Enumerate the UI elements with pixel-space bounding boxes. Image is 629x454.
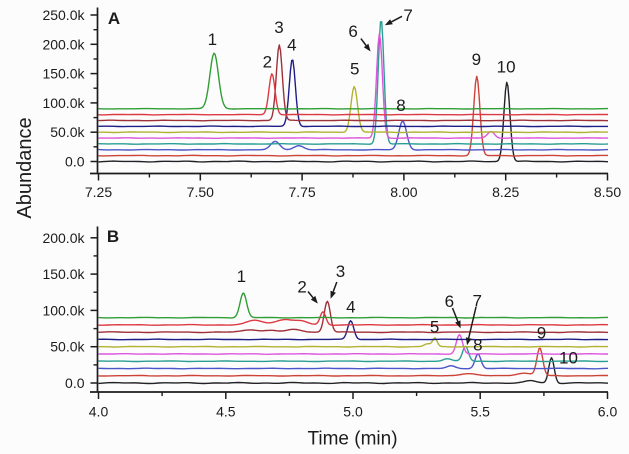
svg-text:0.0: 0.0: [65, 375, 85, 391]
svg-text:7.50: 7.50: [187, 184, 214, 200]
svg-text:4.0: 4.0: [89, 404, 109, 420]
svg-text:6.0: 6.0: [598, 404, 618, 420]
svg-text:9: 9: [537, 323, 546, 342]
svg-text:100.0k: 100.0k: [42, 95, 85, 111]
svg-text:7.25: 7.25: [85, 184, 112, 200]
svg-text:8.25: 8.25: [492, 184, 519, 200]
svg-text:8: 8: [396, 96, 405, 115]
svg-text:10: 10: [559, 348, 578, 367]
svg-text:A: A: [108, 9, 120, 28]
svg-text:7: 7: [472, 291, 481, 310]
svg-text:4: 4: [287, 36, 296, 55]
svg-text:2: 2: [297, 277, 306, 296]
svg-text:10: 10: [497, 58, 516, 77]
svg-text:8.50: 8.50: [594, 184, 621, 200]
svg-text:9: 9: [472, 50, 481, 69]
svg-text:7: 7: [403, 6, 412, 25]
svg-text:7.75: 7.75: [288, 184, 315, 200]
svg-text:Abundance: Abundance: [14, 117, 36, 218]
svg-text:4: 4: [346, 298, 355, 317]
svg-text:5.0: 5.0: [343, 404, 363, 420]
svg-text:6: 6: [348, 22, 357, 41]
svg-text:5: 5: [350, 60, 359, 79]
svg-text:8.00: 8.00: [390, 184, 417, 200]
svg-text:8: 8: [473, 336, 482, 355]
svg-text:50.0k: 50.0k: [50, 339, 85, 355]
svg-text:50.0k: 50.0k: [50, 124, 85, 140]
svg-text:200.0k: 200.0k: [42, 230, 85, 246]
svg-text:5.5: 5.5: [470, 404, 490, 420]
svg-text:3: 3: [336, 262, 345, 281]
svg-text:5: 5: [430, 318, 439, 337]
svg-text:Time (min): Time (min): [307, 429, 397, 450]
svg-text:2: 2: [263, 52, 272, 71]
svg-text:B: B: [107, 227, 119, 246]
svg-text:4.5: 4.5: [216, 404, 236, 420]
svg-text:3: 3: [274, 18, 283, 37]
svg-text:100.0k: 100.0k: [42, 302, 85, 318]
svg-text:1: 1: [208, 30, 217, 49]
svg-text:200.0k: 200.0k: [42, 36, 85, 52]
svg-text:250.0k: 250.0k: [42, 7, 85, 23]
svg-text:1: 1: [237, 267, 246, 286]
svg-text:0.0: 0.0: [65, 154, 85, 170]
svg-text:150.0k: 150.0k: [42, 266, 85, 282]
svg-text:150.0k: 150.0k: [42, 66, 85, 82]
svg-text:6: 6: [445, 292, 454, 311]
